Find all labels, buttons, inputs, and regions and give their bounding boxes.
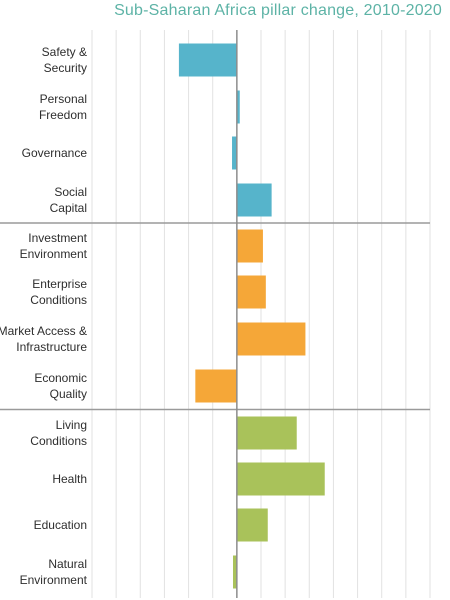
bar-0-1 — [236, 90, 240, 124]
bar-1-0 — [236, 229, 263, 263]
category-label: Social Capital — [50, 185, 87, 215]
group-separators — [0, 222, 430, 411]
bar-1-1 — [236, 275, 266, 309]
chart-title: Sub-Saharan Africa pillar change, 2010-2… — [114, 2, 442, 19]
category-label: Economic Quality — [34, 371, 87, 401]
category-label: Personal Freedom — [39, 92, 87, 122]
bar-0-3 — [236, 183, 272, 217]
bar-2-0 — [236, 416, 297, 450]
bar-2-2 — [236, 508, 268, 542]
bar-2-3 — [232, 555, 237, 589]
category-label: Governance — [22, 146, 88, 160]
bar-layer — [178, 43, 325, 589]
bar-1-3 — [195, 369, 237, 403]
category-label: Natural Environment — [20, 557, 88, 587]
category-label: Health — [52, 472, 87, 486]
grid-layer — [91, 30, 431, 598]
bar-2-1 — [236, 462, 325, 496]
category-label: Investment Environment — [20, 231, 88, 261]
category-label: Market Access & Infrastructure — [0, 324, 87, 354]
bar-0-2 — [232, 136, 237, 170]
category-label: Safety & Security — [42, 45, 87, 75]
bar-1-2 — [236, 322, 306, 356]
bar-0-0 — [178, 43, 237, 77]
category-label: Enterprise Conditions — [30, 277, 87, 307]
category-labels: Safety & Security Personal Freedom Governanc… — [0, 45, 88, 587]
category-label: Living Conditions — [30, 418, 87, 448]
category-label: Education — [34, 518, 87, 532]
